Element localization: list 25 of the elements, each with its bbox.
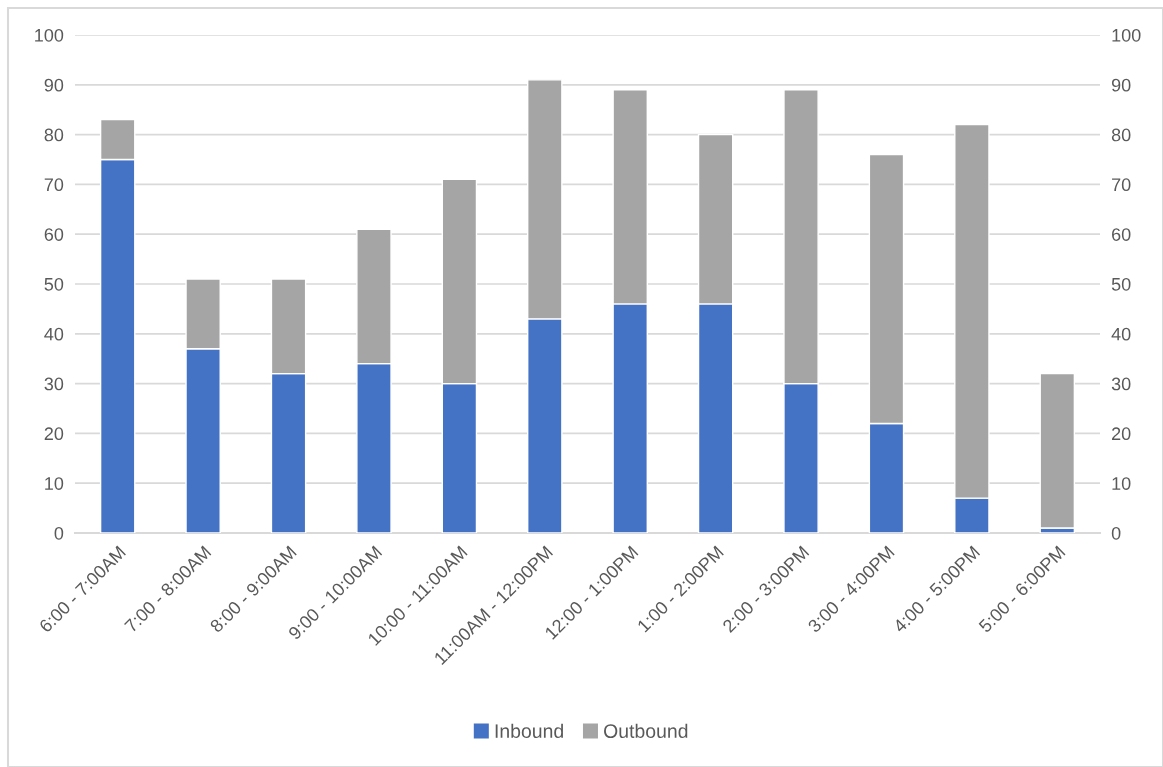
y-tick-label: 30 bbox=[44, 377, 64, 391]
y-tick-label: 70 bbox=[44, 178, 64, 192]
legend-label: Outbound bbox=[604, 723, 688, 738]
y2-tick-label: 100 bbox=[1112, 28, 1141, 42]
y-tick-label: 80 bbox=[44, 128, 64, 142]
y-tick-label: 90 bbox=[44, 78, 64, 92]
y-tick-label: 60 bbox=[44, 228, 64, 241]
y2-tick-label: 40 bbox=[1111, 327, 1131, 341]
y2-tick-label: 20 bbox=[1112, 427, 1131, 441]
y-tick-label: 0 bbox=[54, 526, 64, 540]
y2-tick-label: 80 bbox=[1111, 128, 1131, 142]
y2-tick-label: 10 bbox=[1112, 477, 1131, 490]
y-tick-label: 10 bbox=[45, 477, 64, 490]
y2-tick-label: 50 bbox=[1111, 277, 1131, 291]
bar bbox=[1039, 372, 1076, 529]
y-tick-label: 20 bbox=[44, 427, 64, 441]
y2-tick-label: 30 bbox=[1111, 377, 1131, 391]
y2-tick-label: 70 bbox=[1112, 178, 1131, 192]
y-tick-label: 50 bbox=[44, 277, 64, 291]
y-tick-label: 100 bbox=[35, 28, 64, 42]
y2-tick-label: 60 bbox=[1112, 228, 1131, 241]
legend-label: Inbound bbox=[495, 723, 563, 738]
y2-tick-label: 90 bbox=[1111, 78, 1131, 92]
y-tick-label: 40 bbox=[44, 327, 64, 341]
y2-tick-label: 0 bbox=[1111, 526, 1121, 540]
